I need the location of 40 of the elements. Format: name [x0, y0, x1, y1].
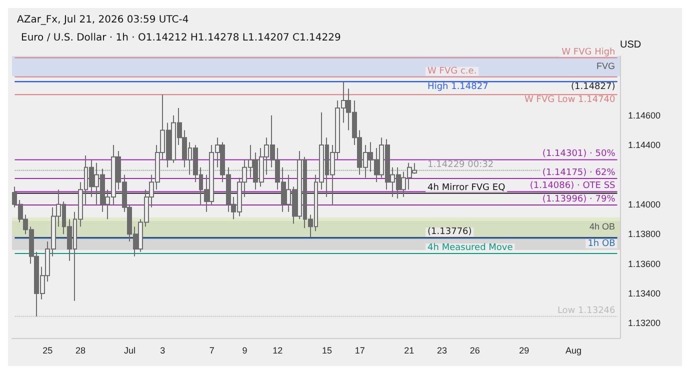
- chart-subtitle: Euro / U.S. Dollar · 1h · O1.14212 H1.14278 L1.14207 C1.14229: [21, 32, 341, 44]
- ref-line-label: (1.14175) · 62%: [542, 168, 616, 178]
- x-tick-label: 21: [404, 346, 414, 356]
- x-tick-label: 29: [519, 346, 530, 356]
- ref-line-label: (1.14086) · OTE SS: [530, 181, 616, 192]
- x-tick-label: 17: [354, 346, 365, 356]
- ref-line-label: 4h Mirror FVG EQ: [428, 182, 506, 193]
- ref-line-label: W FVG c.e.: [428, 66, 477, 76]
- ref-line-label: High 1.14827: [428, 82, 488, 92]
- ref-line-label: 4h Measured Move: [428, 243, 514, 254]
- ref-line-label: (1.14301) · 50%: [542, 149, 616, 160]
- y-axis-title: USD: [620, 40, 642, 50]
- band-label: 4h OB: [589, 222, 615, 232]
- ref-line-label: (1.13996) · 79%: [542, 194, 616, 205]
- ref-line-label: W FVG High: [562, 47, 616, 58]
- x-tick-label: 25: [42, 346, 53, 356]
- ref-line-label: (1.13776): [428, 227, 472, 238]
- x-tick-label: 7: [209, 346, 214, 356]
- y-tick-label: 1.13800: [628, 229, 661, 240]
- ref-line-label: 1.14229 00:32: [428, 160, 494, 170]
- ref-line-label: 1h OB: [588, 238, 616, 249]
- x-tick-label: 15: [322, 346, 332, 356]
- x-tick-label: 26: [470, 346, 480, 356]
- band-label: FVG: [596, 61, 615, 72]
- x-tick-label: 12: [272, 346, 283, 356]
- x-tick-label: Aug: [565, 346, 582, 356]
- chart-title: AZar_Fx, Jul 21, 2026 03:59 UTC-4: [17, 14, 189, 26]
- x-tick-label: Jul: [124, 346, 136, 356]
- y-tick-label: 1.14600: [628, 110, 661, 120]
- x-tick-label: 28: [75, 346, 86, 356]
- x-tick-label: 3: [160, 346, 166, 356]
- y-tick-label: 1.14000: [628, 199, 661, 210]
- x-tick-label: 9: [242, 346, 248, 356]
- x-tick-label: 23: [436, 346, 447, 356]
- y-tick-label: 1.13200: [628, 318, 661, 328]
- y-tick-label: 1.14400: [628, 140, 661, 150]
- y-tick-label: 1.13600: [628, 258, 661, 269]
- ref-line-label: W FVG Low 1.14740: [524, 95, 616, 106]
- ref-line-label: (1.14827): [571, 82, 616, 92]
- y-tick-label: 1.13400: [628, 288, 661, 298]
